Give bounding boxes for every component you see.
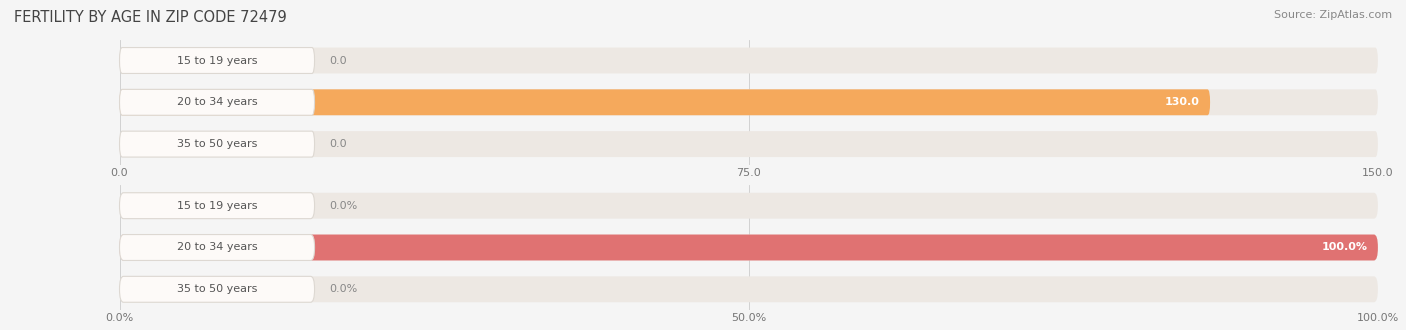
Text: 130.0: 130.0 [1166,97,1201,107]
FancyBboxPatch shape [120,276,315,302]
FancyBboxPatch shape [120,89,1378,115]
FancyBboxPatch shape [120,48,315,74]
Text: 0.0%: 0.0% [329,201,359,211]
Text: Source: ZipAtlas.com: Source: ZipAtlas.com [1274,10,1392,20]
Text: 15 to 19 years: 15 to 19 years [177,201,257,211]
Text: 0.0: 0.0 [329,139,347,149]
Text: 20 to 34 years: 20 to 34 years [177,243,257,252]
FancyBboxPatch shape [120,276,1378,302]
Text: 35 to 50 years: 35 to 50 years [177,139,257,149]
FancyBboxPatch shape [120,235,1378,260]
Text: 0.0: 0.0 [329,55,347,65]
Text: 100.0%: 100.0% [1322,243,1368,252]
Text: FERTILITY BY AGE IN ZIP CODE 72479: FERTILITY BY AGE IN ZIP CODE 72479 [14,10,287,25]
Text: 15 to 19 years: 15 to 19 years [177,55,257,65]
FancyBboxPatch shape [120,193,1378,219]
FancyBboxPatch shape [120,131,1378,157]
FancyBboxPatch shape [120,235,315,260]
FancyBboxPatch shape [120,89,315,115]
FancyBboxPatch shape [120,235,1378,260]
Text: 0.0%: 0.0% [329,284,359,294]
FancyBboxPatch shape [120,48,1378,74]
FancyBboxPatch shape [120,89,1211,115]
FancyBboxPatch shape [120,193,315,219]
Text: 20 to 34 years: 20 to 34 years [177,97,257,107]
FancyBboxPatch shape [120,131,315,157]
Text: 35 to 50 years: 35 to 50 years [177,284,257,294]
